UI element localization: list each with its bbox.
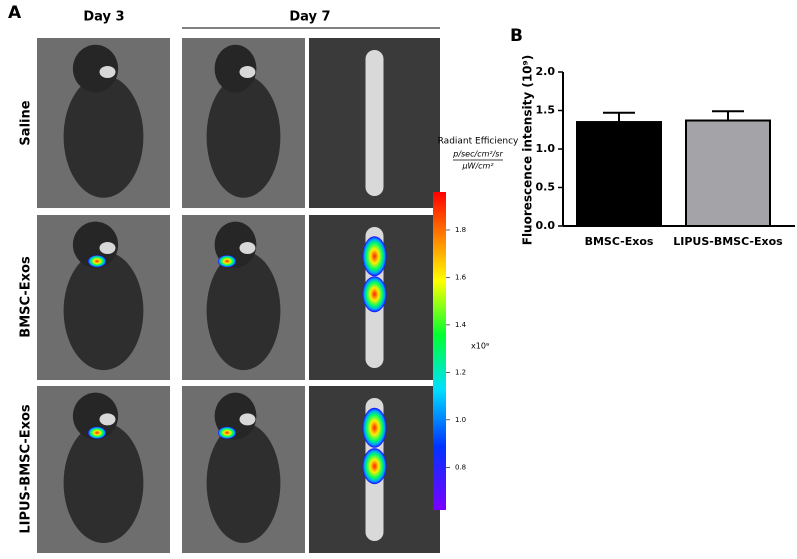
column-label: Day 3: [83, 10, 124, 25]
y-tick-label: 1.5: [536, 104, 556, 117]
mouse-head: [72, 392, 119, 440]
signal: [88, 426, 106, 439]
signal: [218, 426, 236, 439]
mouse-body: [63, 251, 144, 371]
error-bar: [712, 110, 744, 121]
mouse-ear: [239, 242, 256, 254]
signal: [362, 448, 387, 485]
mouse-body: [206, 75, 281, 198]
signal: [362, 236, 387, 277]
mouse-head: [72, 221, 119, 268]
mouse-body: [206, 251, 281, 371]
colorbar-tick-label: 1.0: [455, 416, 466, 424]
colorbar-multiplier: x10⁹: [471, 342, 489, 351]
error-bar: [603, 111, 635, 123]
mouse-body: [206, 422, 281, 543]
bar: [685, 119, 771, 227]
signal: [88, 255, 106, 268]
mouse-ear: [239, 413, 256, 426]
colorbar-tick-label: 1.6: [455, 273, 467, 281]
mouse-head: [214, 44, 257, 93]
mouse-ear: [99, 413, 116, 426]
row-label: Saline: [19, 100, 34, 145]
column-label: Day 7: [289, 10, 330, 25]
photo-grid: [37, 38, 440, 553]
mouse-body: [63, 422, 144, 543]
y-tick-label: 1.0: [536, 142, 556, 155]
panel-label: B: [510, 26, 523, 46]
y-tick-label: 2.0: [536, 65, 556, 78]
mouse-ear: [99, 242, 116, 254]
colorbar-title: Radiant Efficiency: [438, 137, 519, 147]
mouse-head: [72, 44, 119, 93]
colorbar-unit: p/sec/cm²/sr: [452, 150, 503, 159]
signal: [218, 255, 236, 268]
signal: [362, 407, 387, 448]
y-tick-label: 0.0: [536, 219, 556, 232]
tissue: [365, 50, 384, 196]
row-label: BMSC-Exos: [19, 256, 34, 338]
colorbar: [433, 192, 446, 510]
colorbar-tick-label: 1.2: [455, 368, 466, 376]
y-axis-label: Fluorescence intensity (10⁹): [521, 55, 535, 246]
signal: [362, 276, 387, 313]
panel-label: A: [8, 3, 22, 23]
colorbar-tick-label: 1.8: [455, 226, 466, 234]
mouse-body: [63, 75, 144, 198]
mouse-ear: [239, 66, 256, 78]
x-tick-label: BMSC-Exos: [585, 235, 654, 248]
colorbar-tick-label: 0.8: [455, 463, 466, 471]
colorbar-tick-label: 1.4: [455, 321, 467, 329]
x-tick-label: LIPUS-BMSC-Exos: [673, 235, 783, 248]
bar: [576, 121, 662, 227]
row-label: LIPUS-BMSC-Exos: [19, 404, 34, 534]
colorbar-unit: μW/cm²: [461, 162, 494, 171]
y-tick-label: 0.5: [536, 181, 556, 194]
mouse-ear: [99, 66, 116, 78]
